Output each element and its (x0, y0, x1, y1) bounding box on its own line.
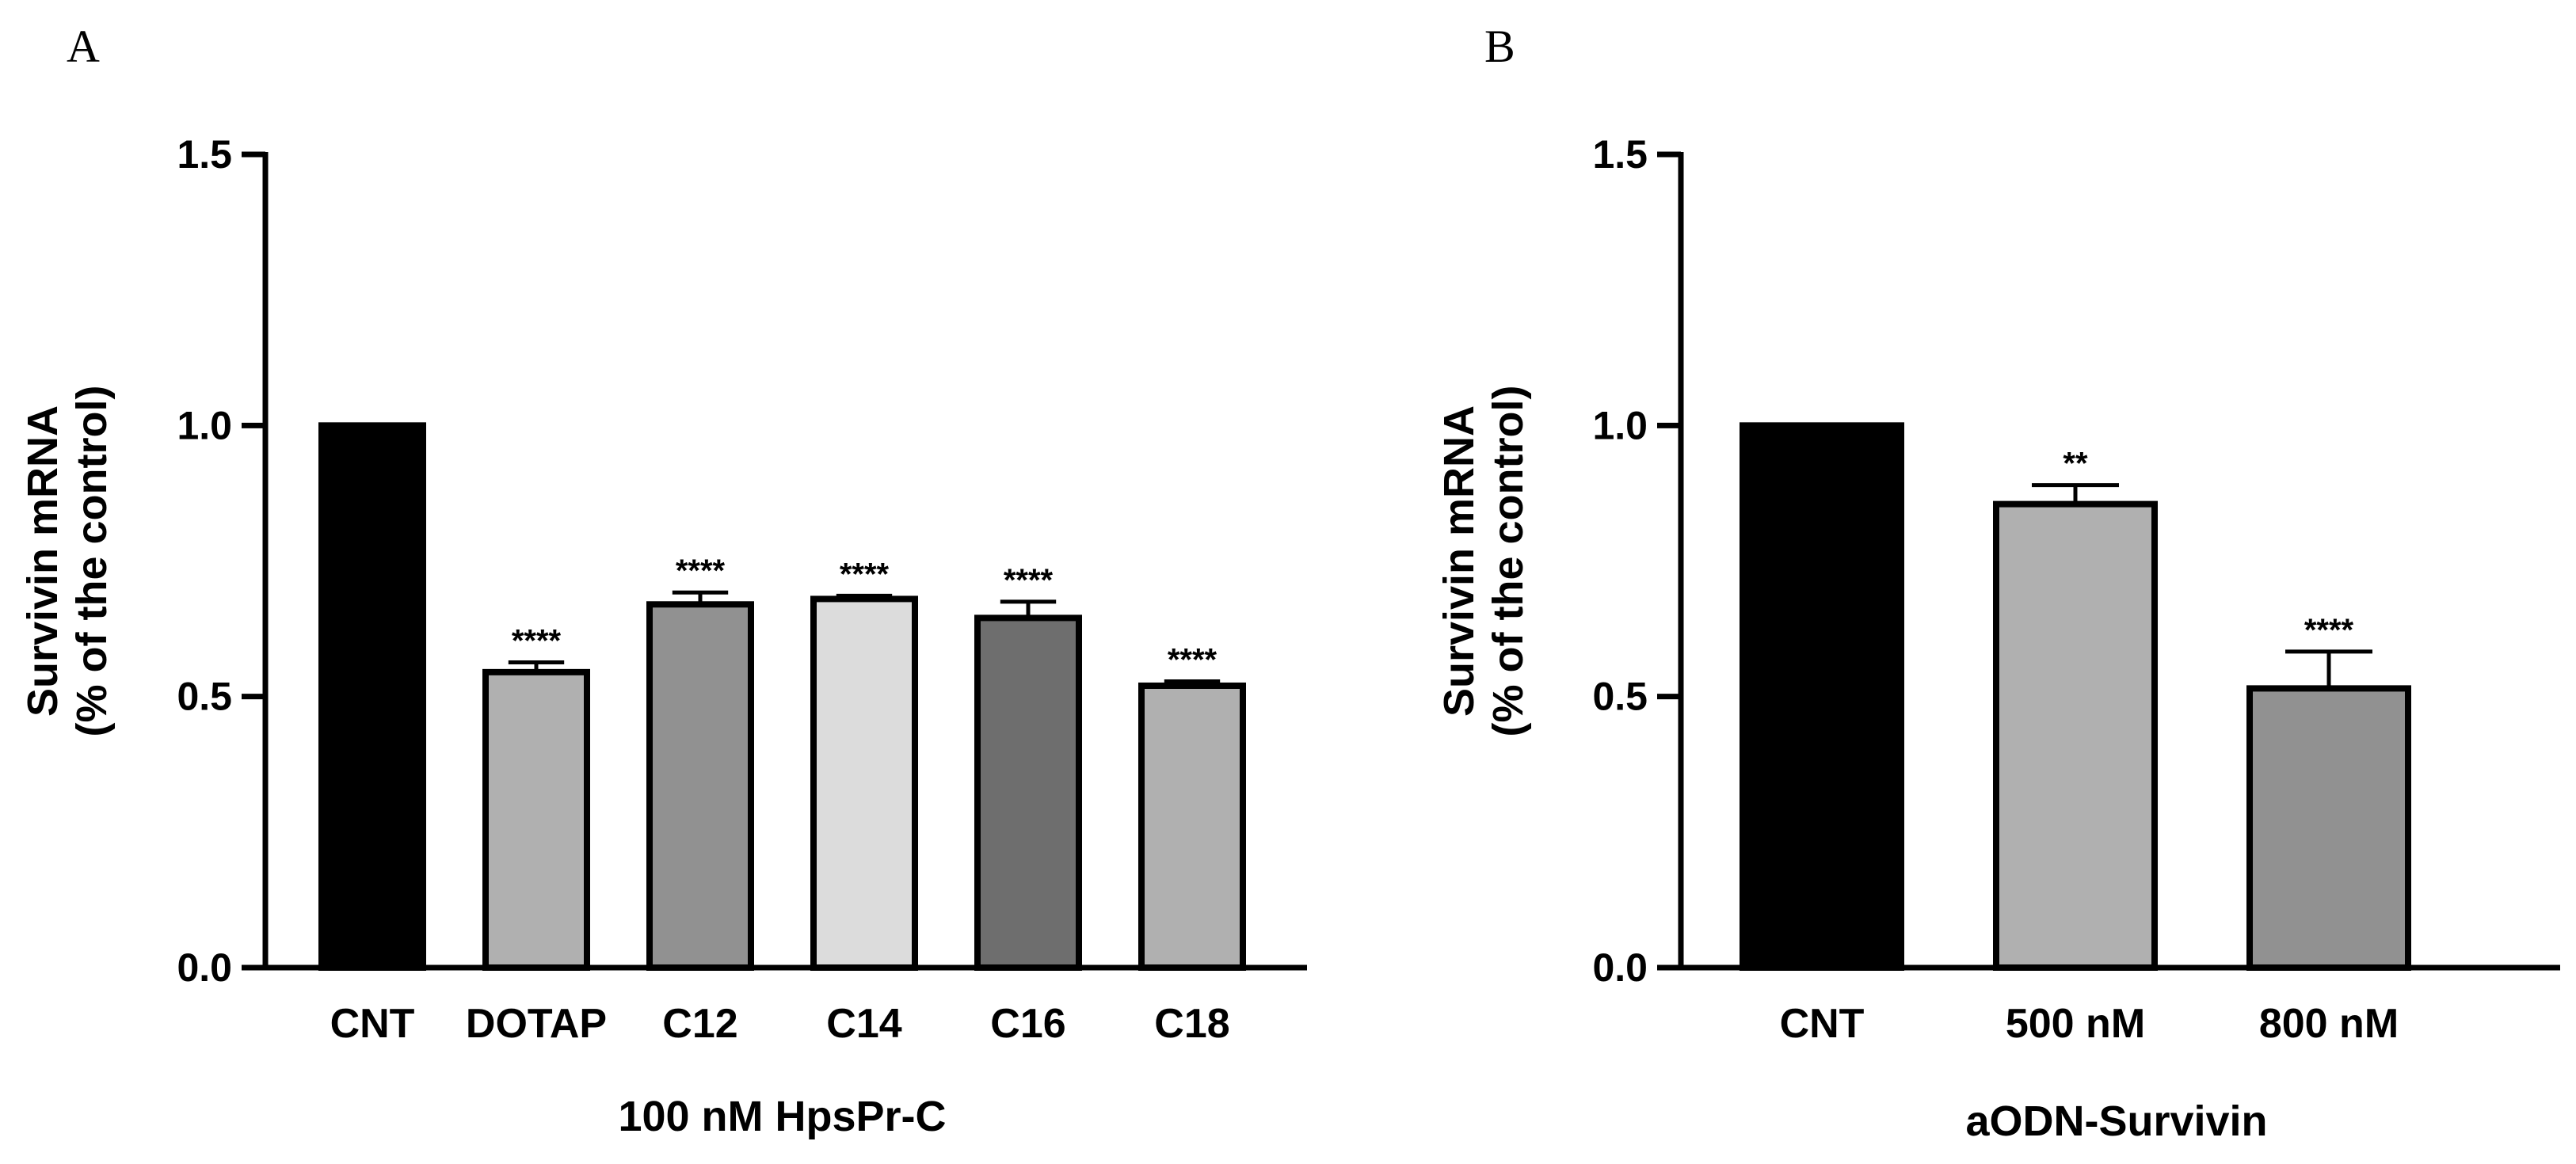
panel-a-bar-cnt (318, 422, 426, 971)
panel-a-bar-c18 (1138, 682, 1246, 971)
panel-b-y-ticks: 0.0 0.5 1.0 1.5 (1592, 132, 1681, 990)
panel-a-bar-c12 (646, 601, 754, 971)
panel-b-x-tick-labels: CNT 500 nM 800 nM (1780, 1001, 2399, 1047)
panel-b-y-axis-title-line2: (% of the control) (1484, 386, 1532, 737)
panel-b-significance-label: ** (2063, 447, 2088, 481)
panel-a-letter: A (67, 21, 100, 72)
panel-b-bar-800-nm (2246, 685, 2411, 971)
panel-a-x-tick-label: DOTAP (466, 1001, 607, 1047)
panel-a-significance-label: **** (1168, 642, 1218, 677)
panel-a-x-tick-label: C18 (1154, 1001, 1229, 1047)
panel-b-y-tick-label: 1.0 (1592, 403, 1648, 447)
panel-a-y-tick-label: 0.5 (177, 675, 232, 719)
panel-a-x-tick-label: C12 (662, 1001, 737, 1047)
panel-b-y-tick-label: 0.0 (1592, 945, 1648, 990)
panel-b-letter: B (1484, 21, 1515, 72)
panel-a-y-axis-title-line1: Survivin mRNA (19, 405, 67, 717)
panel-b-x-axis-title: aODN-Survivin (1965, 1097, 2267, 1145)
panel-a-y-tick-label: 1.0 (177, 403, 232, 447)
panel-b-y-tick-label: 0.5 (1592, 675, 1648, 719)
panel-b-x-tick-label: 800 nM (2259, 1001, 2399, 1047)
panel-a-bar-c14 (810, 595, 918, 972)
panel-a-y-tick-label: 1.5 (177, 132, 232, 177)
panel-b-significance-label: **** (2304, 613, 2354, 648)
panel-b-x-tick-label: 500 nM (2006, 1001, 2145, 1047)
panel-a-bar-dotap (482, 668, 590, 972)
panel-a-significance-label: **** (512, 624, 562, 659)
panel-a-significance-label: **** (1004, 563, 1054, 598)
panel-a-y-tick-label: 0.0 (177, 945, 232, 990)
panel-b-chart: B 0.00.51.01.5 ****** CNT 500 nM 800 nM aO… (1435, 21, 2560, 1145)
panel-a-significance-label: **** (840, 557, 890, 592)
panel-a-bars: **** **** **** **** **** (318, 422, 1246, 972)
panel-b-x-tick-label: CNT (1780, 1001, 1865, 1047)
panel-a-bar-c16 (974, 614, 1082, 971)
panel-b-bar-500-nm (1993, 500, 2158, 971)
panel-a-x-tick-label: C14 (826, 1001, 901, 1047)
panel-a-x-axis-title: 100 nM HpsPr-C (618, 1093, 946, 1140)
panel-b-bars: ****** (1740, 422, 2411, 971)
panel-a-y-axis-title-line2: (% of the control) (68, 386, 116, 737)
panel-a-x-tick-labels: CNT DOTAP C12 C14 C16 C18 (330, 1001, 1230, 1047)
panel-b-bar-cnt (1740, 422, 1904, 971)
panel-b-error-bar (2285, 649, 2372, 689)
panel-b-y-axis-title-line1: Survivin mRNA (1435, 405, 1483, 717)
panel-b-y-tick-label: 1.5 (1592, 132, 1648, 177)
panel-a-chart: A 0.0 0.5 1.0 1.5 **** **** **** **** **** CNT D… (19, 21, 1307, 1140)
panel-a-x-tick-label: CNT (330, 1001, 415, 1047)
panel-a-x-tick-label: C16 (990, 1001, 1065, 1047)
panel-a-significance-label: **** (676, 553, 726, 588)
panel-a-y-ticks: 0.0 0.5 1.0 1.5 (177, 132, 265, 990)
